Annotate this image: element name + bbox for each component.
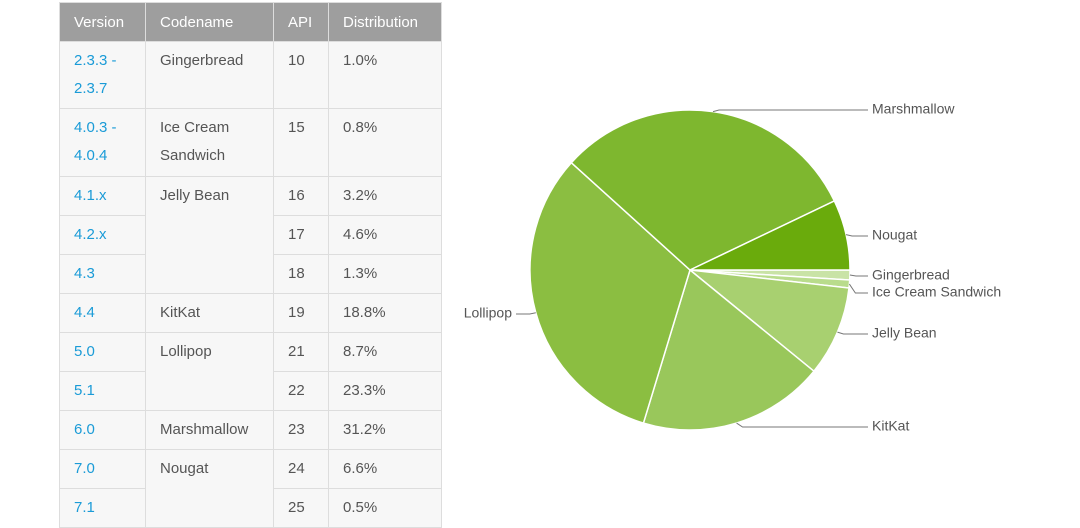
version-cell: 2.3.3 - 2.3.7 [59,41,146,109]
distribution-cell: 3.2% [328,176,442,216]
pie-slice [642,268,815,431]
leader-line [516,312,536,315]
leader-line [712,109,868,113]
table-row: 2.3.3 - 2.3.7 Gingerbread 10 1.0% [59,41,442,109]
leader-line [736,422,868,428]
leader-line [837,331,868,335]
slice-label: Marshmallow [872,101,955,117]
distribution-cell: 23.3% [328,371,442,411]
version-cell: 4.0.3 - 4.0.4 [59,108,146,177]
pie-slice [570,109,836,271]
codename-cell: KitKat [145,293,274,333]
codename-cell: Ice Cream Sandwich [145,108,274,177]
slice-label: Jelly Bean [872,325,937,341]
distribution-cell: 6.6% [328,449,442,489]
version-cell: 7.0 [59,449,146,489]
pie-slice [689,199,851,271]
table-row: 4.3 18 1.3% [59,254,442,294]
version-cell: 4.3 [59,254,146,294]
distribution-cell: 1.3% [328,254,442,294]
column-header: Distribution [328,2,442,42]
table-row: 4.0.3 - 4.0.4 Ice Cream Sandwich 15 0.8% [59,108,442,177]
version-cell: 4.4 [59,293,146,333]
api-cell: 15 [273,108,329,177]
api-cell: 16 [273,176,329,216]
table-row: 6.0 Marshmallow 23 31.2% [59,410,442,450]
version-cell: 6.0 [59,410,146,450]
slice-label: Gingerbread [872,267,950,283]
distribution-cell: 0.8% [328,108,442,177]
distribution-cell: 31.2% [328,410,442,450]
table-row: 4.4 KitKat 19 18.8% [59,293,442,333]
api-cell: 18 [273,254,329,294]
api-cell: 10 [273,41,329,109]
slice-label: Lollipop [464,305,512,321]
header-row: Version Codename API Distribution [59,2,442,42]
version-cell: 4.2.x [59,215,146,255]
codename-cell: Nougat [145,449,274,528]
leader-line [845,234,868,237]
slice-label: Ice Cream Sandwich [872,284,1001,300]
slice-label: Nougat [872,227,917,243]
api-cell: 24 [273,449,329,489]
leader-line [849,274,868,277]
version-cell: 4.1.x [59,176,146,216]
slice-label: KitKat [872,418,909,434]
codename-cell: Marshmallow [145,410,274,450]
api-cell: 23 [273,410,329,450]
leader-line [848,283,868,294]
version-cell: 7.1 [59,488,146,528]
distribution-cell: 1.0% [328,41,442,109]
version-cell: 5.1 [59,371,146,411]
table-row: 5.0 Lollipop 21 8.7% [59,332,442,411]
pie-slice [529,161,691,425]
column-header: Version [59,2,146,42]
table-row: 7.0 Nougat 24 6.6% [59,449,442,528]
table-row: 5.1 22 23.3% [59,371,442,411]
distribution-cell: 18.8% [328,293,442,333]
table-row: 4.1.x Jelly Bean 16 3.2% [59,176,442,294]
codename-cell: Lollipop [145,332,274,411]
codename-cell: Jelly Bean [145,176,274,294]
pie-slice [687,268,850,373]
version-cell: 5.0 [59,332,146,372]
distribution-cell: 0.5% [328,488,442,528]
version-table: Version Codename API Distribution 2.3.3 - 2… [59,2,442,528]
